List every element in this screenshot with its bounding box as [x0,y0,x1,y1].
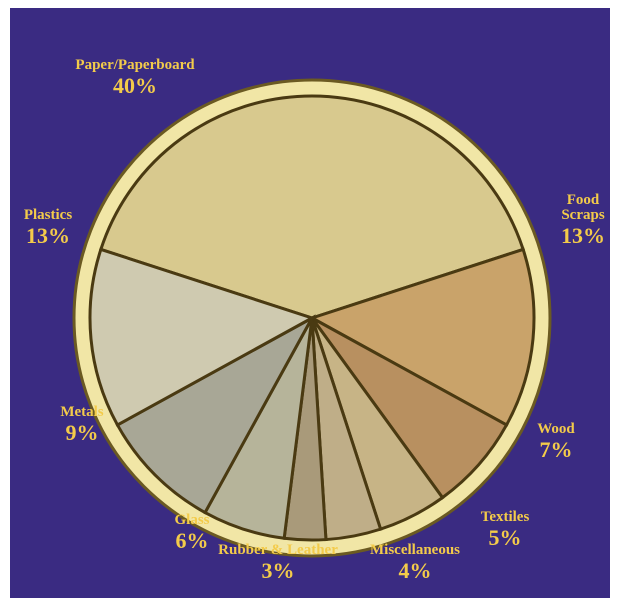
pie-slice [115,314,316,515]
value-label: 40% [113,73,157,98]
value-label: 13% [26,223,70,248]
pie-slice [308,247,536,427]
category-label: Paper/Paperboard [75,57,195,73]
slice-label: Textiles 5% [465,510,545,549]
slice-label: Glass 6% [152,513,232,552]
category-label: Textiles [480,509,530,525]
value-label: 4% [398,558,432,583]
slice-label: Miscellaneous 4% [355,543,475,582]
category-label: Miscellaneous [370,542,460,558]
value-label: 6% [175,528,209,553]
category-label: Glass [174,512,210,528]
category-label: Metals [60,404,104,420]
slice-label: Wood 7% [516,422,596,461]
slice-label: Paper/Paperboard 40% [65,58,205,97]
value-label: 7% [539,437,573,462]
value-label: 5% [488,525,522,550]
slice-label: Plastics 13% [8,208,88,247]
value-label: 9% [65,420,99,445]
category-label: Plastics [23,207,73,223]
category-label: Wood [537,421,575,437]
value-label: 13% [561,223,605,248]
pie-slice [88,247,316,427]
slice-label: Rubber & Leather 3% [203,543,353,582]
value-label: 3% [261,558,295,583]
category-label: Food Scraps [561,192,605,223]
pie-slice [98,94,526,320]
category-label: Rubber & Leather [218,542,338,558]
slice-label: Food Scraps 13% [553,193,613,247]
slice-label: Metals 9% [42,405,122,444]
